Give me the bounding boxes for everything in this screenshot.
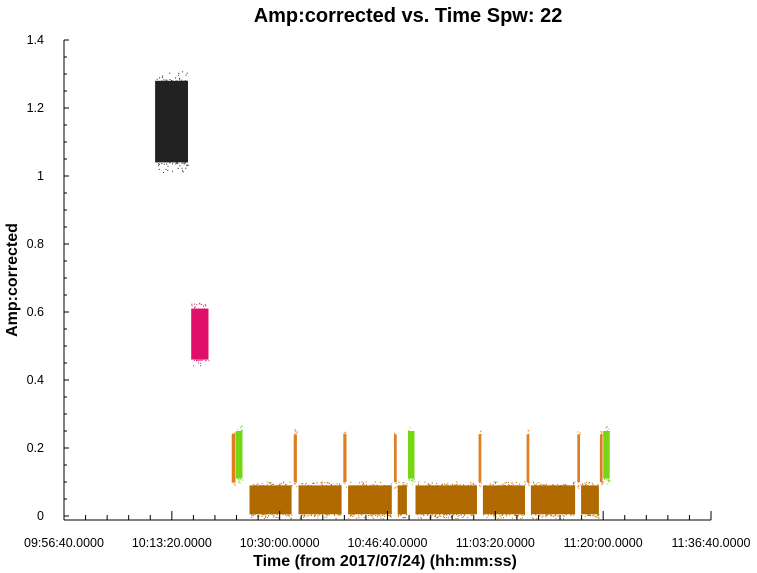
data-cluster	[408, 427, 416, 486]
cluster-fringe-points	[483, 481, 526, 520]
cluster-core	[236, 431, 243, 479]
cluster-core	[530, 485, 576, 515]
x-tick-label: 10:30:00.0000	[240, 536, 320, 550]
cluster-fringe-points	[156, 71, 189, 173]
data-points-layer	[155, 71, 611, 520]
x-tick-label: 09:56:40.0000	[24, 536, 104, 550]
y-tick-label: 1.4	[27, 33, 44, 47]
series-2	[231, 429, 604, 489]
cluster-core	[293, 434, 297, 482]
cluster-core	[482, 485, 525, 515]
data-cluster	[482, 481, 526, 520]
data-cluster	[526, 430, 530, 487]
data-cluster	[603, 426, 611, 485]
cluster-core	[191, 308, 209, 360]
cluster-core	[526, 434, 530, 482]
cluster-core	[415, 485, 477, 515]
y-tick-label: 0.2	[27, 441, 44, 455]
cluster-core	[155, 80, 188, 163]
cluster-core	[249, 485, 292, 515]
cluster-fringe-points	[250, 481, 293, 520]
cluster-core	[408, 431, 415, 479]
cluster-core	[231, 434, 236, 482]
cluster-core	[348, 485, 392, 515]
data-cluster	[394, 432, 398, 489]
cluster-core	[394, 434, 397, 482]
cluster-core	[603, 431, 610, 479]
cluster-fringe-points	[582, 481, 600, 519]
cluster-core	[343, 434, 347, 482]
cluster-core	[298, 485, 342, 515]
data-cluster	[343, 431, 347, 488]
y-tick-label: 0.8	[27, 237, 44, 251]
cluster-core	[478, 434, 482, 482]
data-cluster	[397, 481, 408, 519]
series-0	[155, 71, 189, 173]
data-cluster	[155, 71, 189, 173]
cluster-fringe-points	[397, 481, 408, 519]
cluster-fringe-points	[299, 481, 341, 520]
cluster-fringe-points	[408, 427, 416, 486]
cluster-fringe-points	[237, 425, 244, 484]
data-cluster	[577, 431, 581, 489]
data-cluster	[415, 481, 477, 519]
data-cluster	[581, 481, 600, 519]
cluster-fringe-points	[603, 426, 611, 485]
x-tick-label: 10:13:20.0000	[132, 536, 212, 550]
data-cluster	[293, 429, 298, 488]
data-cluster	[236, 425, 244, 484]
x-tick-label: 11:20:00.0000	[564, 536, 643, 550]
series-1	[191, 302, 210, 367]
cluster-core	[581, 485, 599, 515]
x-tick-label: 10:46:40.0000	[348, 536, 428, 550]
series-3	[236, 425, 611, 486]
cluster-core	[397, 485, 407, 515]
cluster-core	[577, 434, 580, 482]
data-cluster	[348, 481, 392, 520]
data-cluster	[298, 481, 342, 520]
x-tick-label: 11:36:40.0000	[671, 536, 750, 550]
y-tick-label: 0.4	[27, 373, 44, 387]
series-4	[249, 481, 600, 520]
cluster-fringe-points	[531, 481, 576, 520]
data-cluster	[599, 431, 604, 485]
x-tick-label: 11:03:20.0000	[456, 536, 535, 550]
data-cluster	[231, 432, 237, 486]
y-tick-label: 1.2	[27, 101, 44, 115]
axes-layer: 0 0.2 0.4 0.6 0.8 1 1.2 1.4 09:56:40.0000 10:13:2…	[24, 33, 751, 550]
y-tick-label: 1	[37, 169, 44, 183]
data-cluster	[191, 302, 210, 367]
y-axis-label: Amp:corrected	[4, 223, 21, 337]
x-axis-label: Time (from 2017/07/24) (hh:mm:ss)	[253, 553, 517, 570]
data-cluster	[530, 481, 576, 520]
cluster-fringe-points	[343, 431, 347, 488]
y-tick-label: 0	[37, 509, 44, 523]
data-cluster	[478, 430, 483, 487]
data-cluster	[249, 481, 293, 520]
chart-title: Amp:corrected vs. Time Spw: 22	[254, 5, 563, 27]
cluster-core	[599, 434, 603, 482]
y-tick-label: 0.6	[27, 305, 44, 319]
